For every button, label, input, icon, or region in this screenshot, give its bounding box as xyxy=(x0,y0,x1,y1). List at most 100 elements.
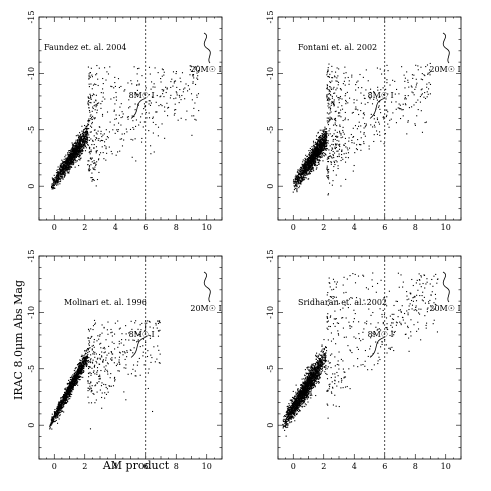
data-point xyxy=(59,178,61,180)
data-point xyxy=(68,156,70,158)
data-point xyxy=(338,97,340,99)
data-point xyxy=(77,374,79,376)
panel-label: Fontani et. al. 2002 xyxy=(298,43,377,52)
data-point xyxy=(56,182,58,184)
data-point xyxy=(81,138,83,140)
data-point xyxy=(71,379,73,382)
data-point xyxy=(100,107,102,109)
data-point xyxy=(306,162,308,164)
data-point xyxy=(322,136,324,138)
data-point xyxy=(299,173,301,176)
data-point xyxy=(326,85,329,87)
data-point xyxy=(328,176,330,178)
data-point xyxy=(74,157,77,159)
data-point xyxy=(188,88,191,90)
data-point xyxy=(187,90,189,92)
data-point xyxy=(298,182,300,184)
data-point xyxy=(424,97,427,100)
data-point xyxy=(79,159,81,161)
data-point xyxy=(92,359,94,361)
data-point xyxy=(301,171,303,173)
data-point xyxy=(74,159,77,161)
data-point xyxy=(344,95,346,97)
data-point xyxy=(88,151,90,153)
data-point xyxy=(312,169,314,171)
data-point xyxy=(60,404,62,406)
data-point xyxy=(179,77,181,79)
data-point xyxy=(191,134,193,136)
data-point xyxy=(148,100,150,102)
data-point xyxy=(115,99,117,101)
data-point xyxy=(315,162,317,164)
data-point xyxy=(83,141,85,143)
data-point xyxy=(61,173,63,175)
data-point xyxy=(72,153,74,155)
data-point xyxy=(53,180,56,182)
data-point xyxy=(62,404,65,406)
data-point xyxy=(113,109,115,111)
data-point xyxy=(64,400,66,402)
data-point xyxy=(322,137,324,139)
data-point xyxy=(66,168,68,170)
data-point xyxy=(309,161,311,163)
y-tick-label: 0 xyxy=(27,423,36,428)
data-point xyxy=(80,151,82,153)
data-point xyxy=(80,138,82,140)
data-point xyxy=(70,156,72,158)
data-point xyxy=(311,153,313,155)
data-point xyxy=(344,117,347,119)
data-point xyxy=(307,167,309,169)
data-point xyxy=(95,185,97,187)
data-point xyxy=(341,149,343,151)
data-point xyxy=(64,171,66,173)
data-point xyxy=(96,340,98,342)
data-point xyxy=(71,151,73,153)
data-point xyxy=(307,166,309,168)
scatter-points xyxy=(49,319,161,430)
data-point xyxy=(71,378,73,381)
data-point xyxy=(67,164,69,166)
data-point xyxy=(73,144,75,146)
data-point xyxy=(92,84,95,86)
data-point xyxy=(185,119,187,121)
data-point xyxy=(81,358,83,360)
data-point xyxy=(101,113,104,116)
data-point xyxy=(337,165,339,167)
data-point xyxy=(327,105,329,107)
data-point xyxy=(77,139,79,142)
data-point xyxy=(325,138,327,140)
data-point xyxy=(54,414,56,416)
data-point xyxy=(194,83,197,86)
data-point xyxy=(380,112,382,114)
data-point xyxy=(297,182,299,184)
data-point xyxy=(81,372,83,375)
data-point xyxy=(297,183,299,185)
data-point xyxy=(62,176,64,178)
data-point xyxy=(316,146,318,148)
data-point xyxy=(69,398,71,400)
data-point xyxy=(83,136,85,138)
data-point xyxy=(82,137,85,139)
data-point xyxy=(156,94,158,97)
data-point xyxy=(355,148,358,150)
data-point xyxy=(426,96,428,98)
data-point xyxy=(74,151,76,153)
data-point xyxy=(309,169,311,171)
data-point xyxy=(76,144,78,146)
data-point xyxy=(312,152,314,154)
data-point xyxy=(327,175,329,177)
data-point xyxy=(328,92,330,95)
data-point xyxy=(340,137,342,139)
data-point xyxy=(88,402,90,404)
data-point xyxy=(71,155,73,157)
data-point xyxy=(122,354,124,356)
data-point xyxy=(80,139,82,141)
data-point xyxy=(96,161,98,163)
data-point xyxy=(79,144,81,146)
data-point xyxy=(318,138,320,140)
data-point xyxy=(70,163,72,165)
data-point xyxy=(86,129,88,131)
data-point xyxy=(423,74,425,76)
data-point xyxy=(74,155,76,157)
data-point xyxy=(299,170,301,173)
